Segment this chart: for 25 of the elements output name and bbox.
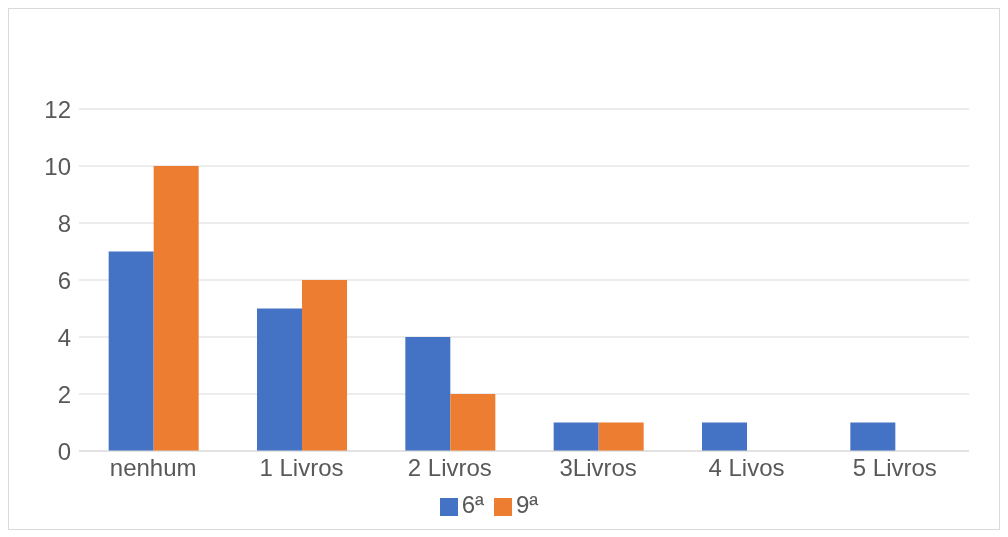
x-tick-label: 5 Livros: [852, 454, 937, 482]
y-tick-label: 2: [57, 380, 71, 408]
y-tick-label: 8: [57, 209, 71, 237]
legend-label: 6ª: [461, 491, 484, 518]
bar: [450, 394, 496, 451]
bar: [302, 280, 347, 451]
bar: [850, 422, 896, 451]
y-tick-label: 4: [57, 323, 71, 351]
x-tick-label: nenhum: [109, 454, 197, 482]
bar: [108, 251, 154, 451]
y-tick-label: 12: [44, 95, 71, 123]
legend-label: 9ª: [516, 491, 539, 518]
bar: [405, 337, 451, 451]
bar: [553, 422, 599, 451]
y-tick-label: 6: [57, 266, 71, 294]
bar: [153, 166, 199, 451]
x-tick-label: 2 Livros: [407, 454, 492, 482]
bar: [598, 422, 644, 451]
y-tick-label: 10: [44, 152, 71, 180]
x-tick-label: 3Livros: [559, 454, 637, 482]
y-tick-label: 0: [57, 437, 71, 465]
bar: [257, 308, 302, 451]
bar: [702, 422, 747, 451]
x-tick-label: 1 Livros: [259, 454, 344, 482]
x-tick-label: 4 Livos: [708, 454, 785, 482]
